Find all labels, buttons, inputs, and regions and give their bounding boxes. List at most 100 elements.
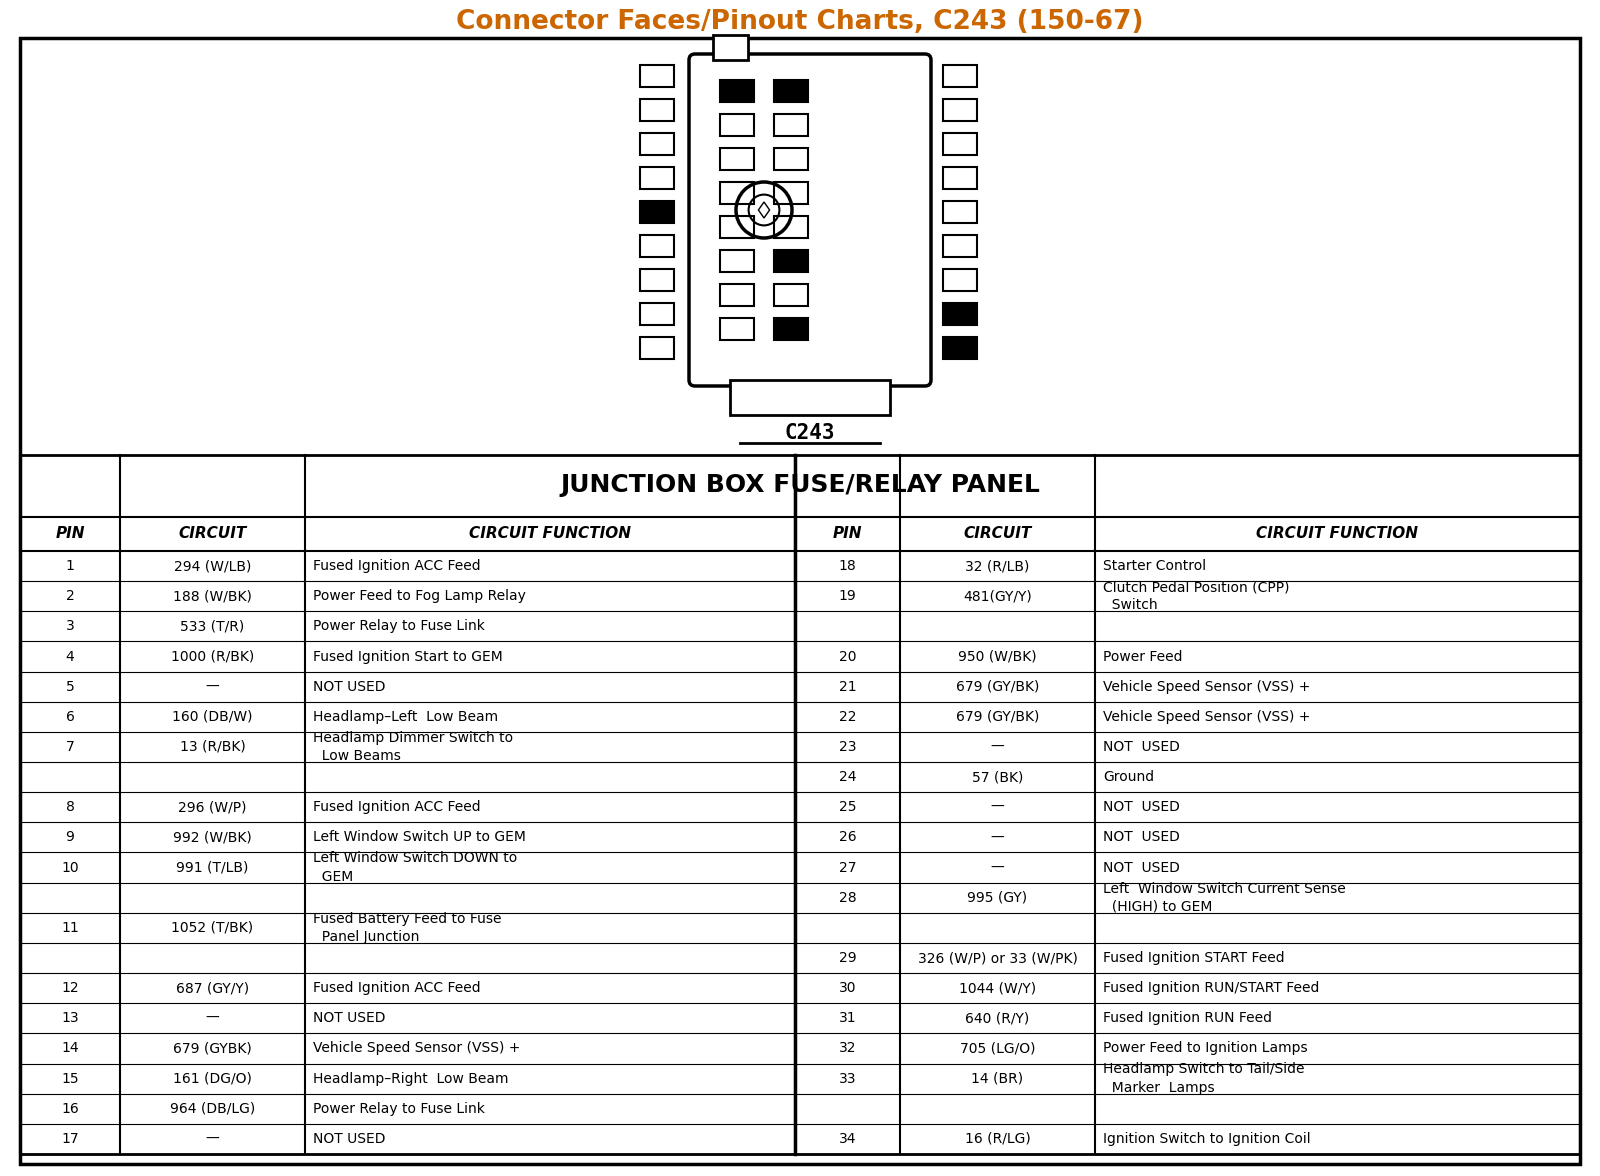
Text: 3: 3	[654, 139, 661, 149]
Bar	[942, 99, 978, 121]
Text: Power Relay to Fuse Link: Power Relay to Fuse Link	[314, 1102, 485, 1116]
Text: 17: 17	[61, 1132, 78, 1145]
Text: 481(GY/Y): 481(GY/Y)	[963, 589, 1032, 603]
Text: 1: 1	[66, 559, 75, 573]
Text: Fused Ignition START Feed: Fused Ignition START Feed	[1102, 951, 1285, 965]
Text: 10: 10	[61, 861, 78, 875]
Bar	[942, 269, 978, 290]
Text: 18: 18	[838, 559, 856, 573]
Text: 31: 31	[954, 173, 966, 183]
Text: 1000 (R/BK): 1000 (R/BK)	[171, 649, 254, 663]
Text: 7: 7	[66, 740, 74, 754]
Text: —: —	[990, 801, 1005, 814]
Text: CIRCUIT: CIRCUIT	[178, 527, 246, 541]
Text: 964 (DB/LG): 964 (DB/LG)	[170, 1102, 254, 1116]
Text: Left  Window Switch Current Sense
  (HIGH) to GEM: Left Window Switch Current Sense (HIGH) …	[1102, 882, 1346, 914]
Bar	[774, 318, 808, 340]
Text: Headlamp–Right  Low Beam: Headlamp–Right Low Beam	[314, 1071, 509, 1085]
Bar	[774, 216, 808, 238]
Text: Left Window Switch UP to GEM: Left Window Switch UP to GEM	[314, 830, 526, 844]
Text: Connector Faces/Pinout Charts, C243 (150-67): Connector Faces/Pinout Charts, C243 (150…	[456, 9, 1144, 35]
Text: 9: 9	[654, 343, 661, 353]
Bar	[774, 114, 808, 136]
Text: 8: 8	[66, 801, 75, 814]
Text: PIN: PIN	[56, 527, 85, 541]
Text: 26: 26	[954, 343, 966, 353]
Text: 10: 10	[730, 325, 744, 334]
Text: NOT  USED: NOT USED	[1102, 830, 1179, 844]
Text: Clutch Pedal Position (CPP)
  Switch: Clutch Pedal Position (CPP) Switch	[1102, 580, 1290, 613]
Bar	[640, 65, 674, 87]
Text: Power Relay to Fuse Link: Power Relay to Fuse Link	[314, 620, 485, 634]
Text: Fused Ignition ACC Feed: Fused Ignition ACC Feed	[314, 559, 480, 573]
Text: 296 (W/P): 296 (W/P)	[178, 801, 246, 814]
Text: 21: 21	[838, 680, 856, 694]
Bar	[774, 182, 808, 203]
Text: Starter Control: Starter Control	[1102, 559, 1206, 573]
Text: 679 (GYBK): 679 (GYBK)	[173, 1042, 251, 1056]
Text: 16: 16	[730, 120, 744, 131]
Bar	[720, 250, 754, 272]
Text: 23: 23	[838, 740, 856, 754]
Text: 5: 5	[654, 207, 661, 218]
Text: Left Window Switch DOWN to
  GEM: Left Window Switch DOWN to GEM	[314, 851, 517, 884]
Text: 326 (W/P) or 33 (W/PK): 326 (W/P) or 33 (W/PK)	[917, 951, 1077, 965]
Text: 15: 15	[61, 1071, 78, 1085]
Bar	[640, 235, 674, 258]
Text: NOT USED: NOT USED	[314, 1011, 386, 1025]
Bar	[730, 380, 890, 415]
Bar	[640, 201, 674, 223]
Text: 29: 29	[954, 241, 966, 250]
Text: 991 (T/LB): 991 (T/LB)	[176, 861, 248, 875]
Text: 24: 24	[838, 770, 856, 784]
Text: 950 (W/BK): 950 (W/BK)	[958, 649, 1037, 663]
Text: 33: 33	[954, 105, 966, 115]
Text: 17: 17	[730, 86, 744, 96]
Text: Power Feed: Power Feed	[1102, 649, 1182, 663]
Text: 32: 32	[838, 1042, 856, 1056]
Text: 32 (R/LB): 32 (R/LB)	[965, 559, 1030, 573]
Text: 1052 (T/BK): 1052 (T/BK)	[171, 921, 253, 935]
Text: 188 (W/BK): 188 (W/BK)	[173, 589, 251, 603]
Text: 13: 13	[61, 1011, 78, 1025]
Text: 57 (BK): 57 (BK)	[971, 770, 1022, 784]
Bar	[720, 148, 754, 171]
Text: 30: 30	[954, 207, 966, 218]
Bar	[640, 133, 674, 155]
Text: C243: C243	[784, 423, 835, 443]
Text: 161 (DG/O): 161 (DG/O)	[173, 1071, 251, 1085]
Text: Ignition Switch to Ignition Coil: Ignition Switch to Ignition Coil	[1102, 1132, 1310, 1145]
Bar	[720, 80, 754, 102]
Text: 533 (T/R): 533 (T/R)	[181, 620, 245, 634]
Text: Headlamp Dimmer Switch to
  Low Beams: Headlamp Dimmer Switch to Low Beams	[314, 730, 514, 763]
Text: 294 (W/LB): 294 (W/LB)	[174, 559, 251, 573]
Text: 4: 4	[66, 649, 74, 663]
Text: NOT  USED: NOT USED	[1102, 801, 1179, 814]
Text: 687 (GY/Y): 687 (GY/Y)	[176, 981, 250, 995]
Text: 2: 2	[654, 105, 661, 115]
Bar	[942, 201, 978, 223]
Text: —: —	[206, 1132, 219, 1145]
Text: 29: 29	[838, 951, 856, 965]
Text: —: —	[990, 740, 1005, 754]
Text: 705 (LG/O): 705 (LG/O)	[960, 1042, 1035, 1056]
Text: 2: 2	[66, 589, 74, 603]
Text: Fused Ignition Start to GEM: Fused Ignition Start to GEM	[314, 649, 502, 663]
Bar	[720, 182, 754, 203]
Bar	[774, 148, 808, 171]
Text: NOT  USED: NOT USED	[1102, 861, 1179, 875]
Text: 13: 13	[730, 222, 744, 232]
Text: 3: 3	[66, 620, 74, 634]
Bar	[942, 65, 978, 87]
Text: 33: 33	[838, 1071, 856, 1085]
Bar	[714, 35, 749, 60]
Text: Fused Ignition ACC Feed: Fused Ignition ACC Feed	[314, 801, 480, 814]
Text: 27: 27	[954, 309, 966, 319]
Text: 19: 19	[838, 589, 856, 603]
Text: 20: 20	[838, 649, 856, 663]
Text: —: —	[990, 861, 1005, 875]
Text: Power Feed to Fog Lamp Relay: Power Feed to Fog Lamp Relay	[314, 589, 526, 603]
FancyBboxPatch shape	[690, 54, 931, 386]
Text: 9: 9	[66, 830, 75, 844]
Text: 13 (R/BK): 13 (R/BK)	[179, 740, 245, 754]
